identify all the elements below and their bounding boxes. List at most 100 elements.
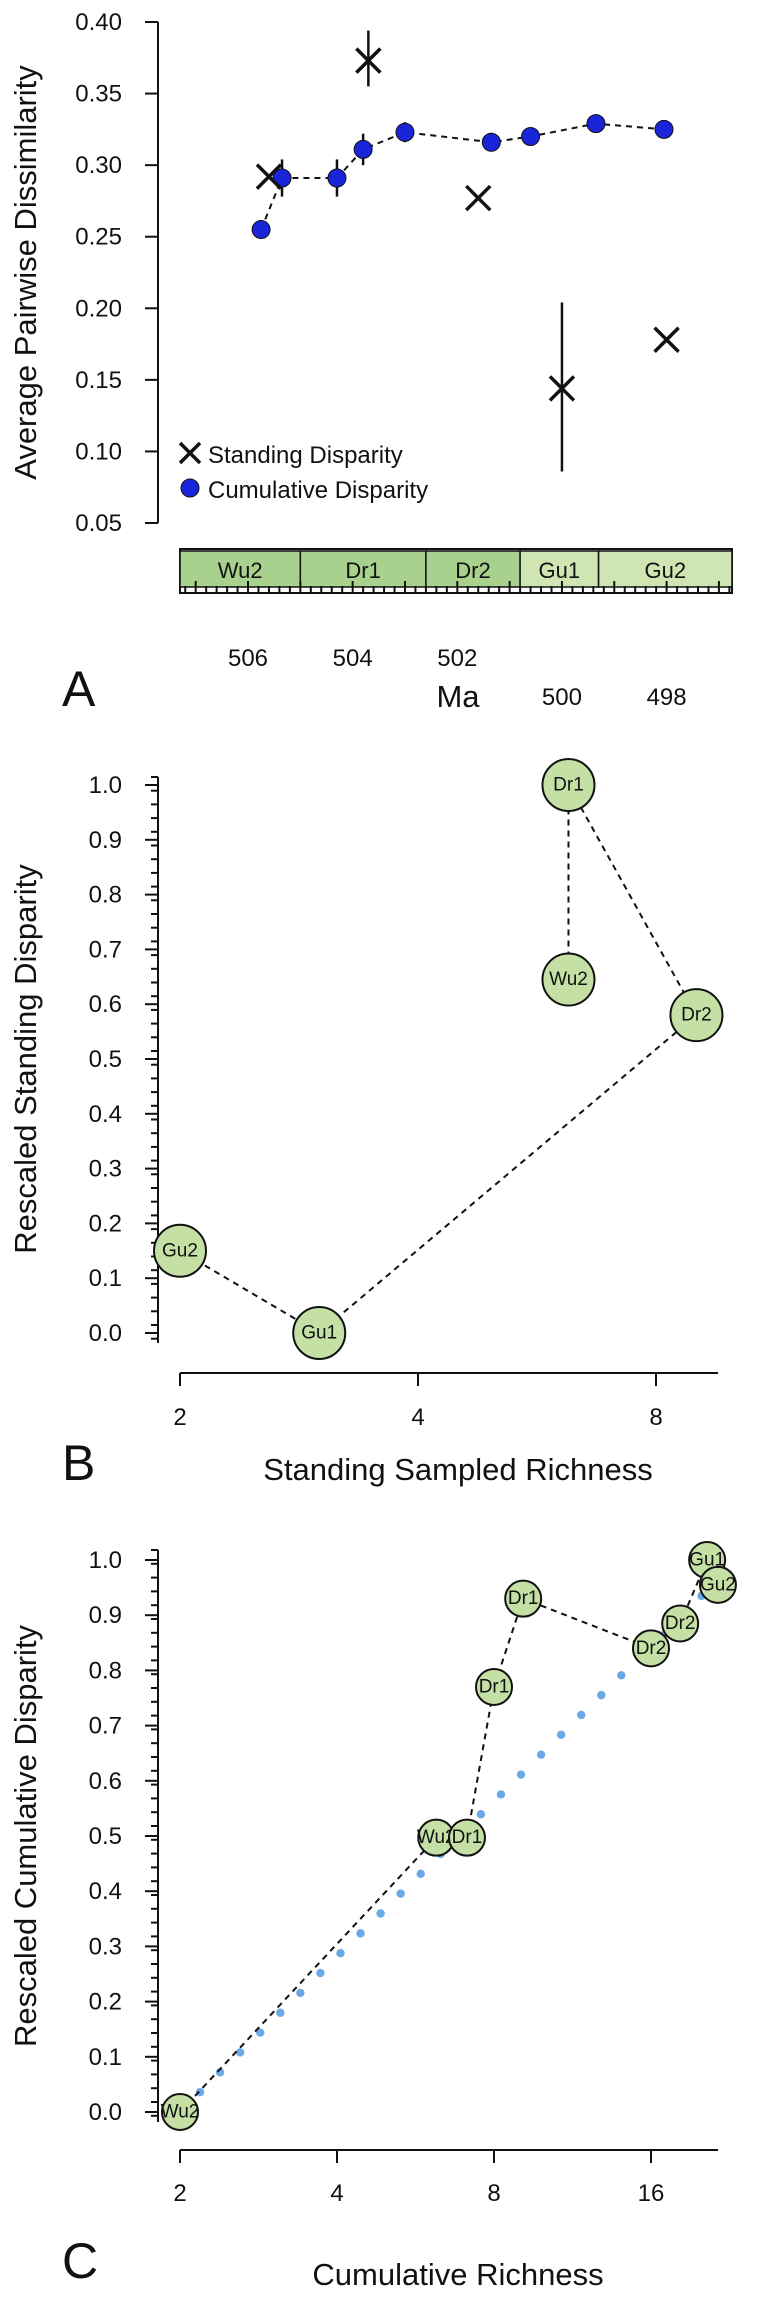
y-tick-label: 0.3 — [89, 1933, 122, 1960]
y-axis-label: Rescaled Cumulative Disparity — [8, 1624, 43, 2047]
stage-node — [661, 1604, 700, 1643]
stage-node-label: Dr2 — [636, 1638, 667, 1659]
stage-label: Wu2 — [218, 558, 263, 583]
stage-node — [698, 1565, 737, 1604]
legend-x-marker — [178, 441, 202, 465]
reference-dot — [276, 2008, 285, 2017]
reference-dot — [296, 1988, 305, 1998]
y-tick-label: 0.6 — [89, 1768, 122, 1795]
standing-point — [255, 163, 283, 190]
stage-box — [179, 550, 302, 588]
x-tick-label: 8 — [487, 2180, 500, 2207]
reference-dot — [256, 2028, 265, 2037]
x-tick-label: 16 — [638, 2180, 665, 2207]
reference-dot — [576, 1710, 586, 1720]
y-tick-label: 0.15 — [75, 367, 122, 394]
legend-label-standing: Standing Disparity — [208, 442, 403, 469]
stage-node-label: Gu1 — [301, 1323, 337, 1344]
stage-node-label: Gu2 — [700, 1574, 736, 1595]
stage-node-label: Wu2 — [417, 1827, 456, 1848]
reference-dot — [536, 1750, 546, 1759]
reference-dot — [235, 2048, 245, 2057]
stage-node-label: Dr1 — [479, 1676, 510, 1697]
stage-node — [632, 1629, 670, 1668]
x-tick-label: 4 — [411, 1404, 424, 1431]
y-tick-label: 0.6 — [89, 991, 122, 1018]
y-tick-label: 0.10 — [75, 438, 122, 465]
panel-label-a: A — [62, 661, 96, 717]
y-tick-label: 0.0 — [89, 2099, 122, 2126]
y-tick-label: 0.4 — [89, 1878, 122, 1905]
y-tick-label: 0.1 — [89, 1265, 122, 1292]
y-tick-label: 0.25 — [75, 224, 122, 251]
legend-dot-marker — [180, 478, 200, 498]
stage-label: Dr2 — [455, 558, 490, 583]
stage-node-label: Dr1 — [508, 1588, 539, 1609]
y-tick-label: 0.8 — [89, 1657, 122, 1684]
reference-dot — [617, 1671, 626, 1680]
stage-node — [541, 758, 596, 812]
reference-dot — [556, 1730, 566, 1740]
reference-dot — [376, 1909, 385, 1918]
cumulative-point — [327, 168, 347, 188]
cumulative-point — [481, 132, 501, 152]
standing-point — [355, 47, 382, 74]
stage-node-label: Gu2 — [162, 1240, 198, 1261]
stage-node-label: Dr1 — [452, 1827, 483, 1848]
reference-dot — [356, 1929, 365, 1938]
time-tick-label: 502 — [437, 645, 477, 672]
cumulative-point — [521, 127, 541, 147]
reference-dot — [195, 2087, 205, 2097]
cumulative-point — [395, 122, 415, 142]
y-tick-label: 0.20 — [75, 295, 122, 322]
y-axis-label: Rescaled Standing Disparity — [8, 864, 43, 1254]
y-tick-label: 1.0 — [89, 1547, 122, 1574]
stage-node — [669, 988, 724, 1043]
stage-node-label: Dr2 — [665, 1613, 696, 1634]
stage-node — [541, 952, 596, 1007]
trajectory-line — [179, 781, 698, 1335]
y-tick-label: 0.9 — [89, 827, 122, 854]
y-tick-label: 0.7 — [89, 936, 122, 963]
reference-dot — [396, 1889, 405, 1898]
stage-node — [504, 1579, 543, 1618]
stage-node — [475, 1667, 513, 1706]
reference-dot — [476, 1810, 486, 1819]
panel-label-b: B — [62, 1435, 95, 1491]
reference-dot — [597, 1690, 606, 1700]
x-tick-label: 8 — [649, 1404, 662, 1431]
panel-a: 0.05 0.10 0.15 0.20 0.25 0.30 0.35 0.40 Average … — [8, 9, 733, 717]
y-tick-label: 0.0 — [89, 1320, 122, 1347]
y-tick-label: 0.7 — [89, 1713, 122, 1740]
panel-c: 0.0 0.1 0.2 0.3 0.4 0.5 0.6 0.7 0.8 0.9 1.0 Rescale… — [8, 1541, 737, 2292]
reference-dot — [336, 1948, 345, 1958]
y-tick-label: 0.4 — [89, 1101, 122, 1128]
cumulative-point — [586, 114, 606, 134]
stage-box — [425, 550, 521, 588]
reference-dot — [316, 1968, 325, 1978]
y-tick-label: 0.9 — [89, 1602, 122, 1629]
x-tick-label: 4 — [330, 2180, 343, 2207]
cumulative-point — [654, 119, 674, 139]
y-axis-label: Average Pairwise Dissimilarity — [8, 65, 43, 480]
y-tick-label: 0.8 — [89, 882, 122, 909]
y-tick-label: 0.40 — [75, 9, 122, 36]
stage-node-label: Gu1 — [689, 1550, 725, 1571]
time-tick-label: 504 — [333, 645, 373, 672]
standing-point — [548, 375, 576, 402]
stage-node — [292, 1306, 347, 1360]
stage-box — [597, 550, 733, 588]
cumulative-point — [353, 139, 373, 159]
y-tick-label: 0.5 — [89, 1046, 122, 1073]
stage-node — [161, 2093, 199, 2131]
stage-box — [519, 550, 600, 588]
cumulative-point — [272, 168, 292, 188]
stage-label: Dr1 — [345, 558, 380, 583]
reference-dot — [516, 1770, 526, 1779]
x-axis-label: Ma — [436, 679, 480, 714]
time-tick-label: 506 — [228, 645, 268, 672]
x-tick-label: 2 — [173, 1404, 186, 1431]
standing-point — [653, 326, 680, 354]
x-tick-label: 2 — [173, 2180, 186, 2207]
